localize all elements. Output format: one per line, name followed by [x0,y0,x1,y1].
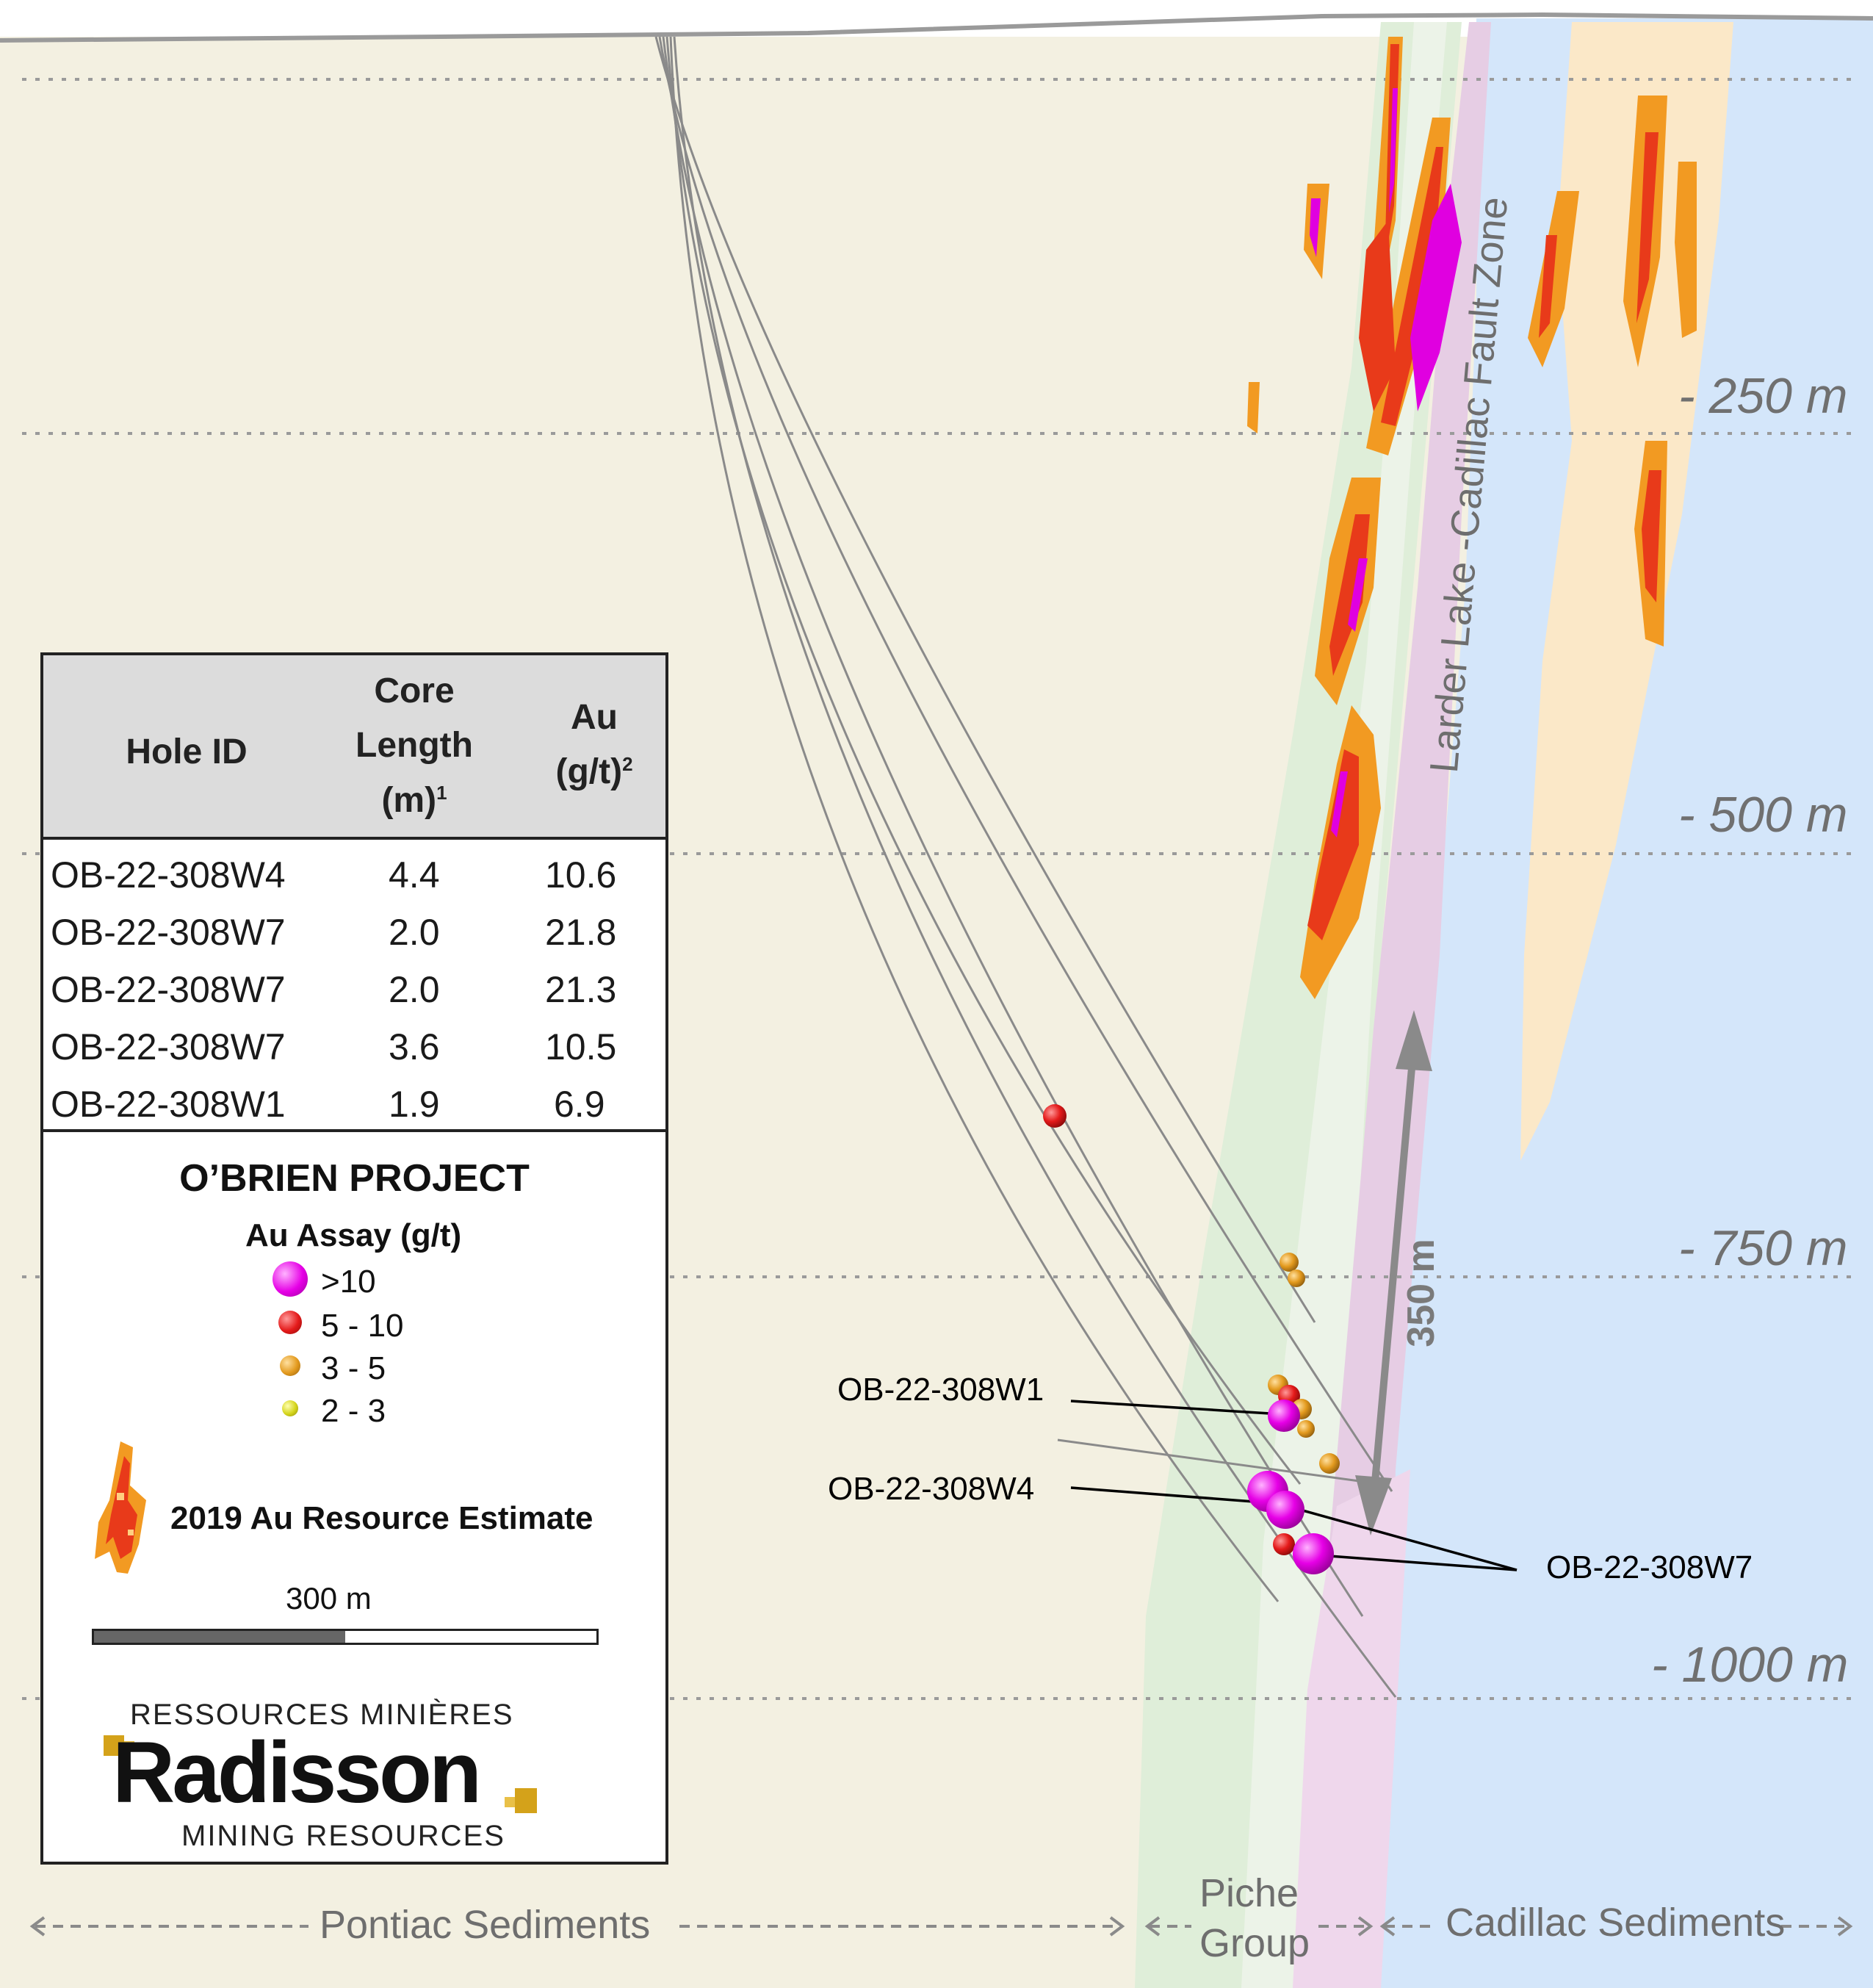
cell-hole-id: OB-22-308W7 [51,969,286,1010]
assay-2-3-label: 2 - 3 [321,1393,386,1429]
cell-au: 21.3 [545,969,617,1010]
cell-core-length: 4.4 [389,854,440,896]
assay-5-10-swatch [278,1311,302,1334]
resource-estimate-blocks [1247,37,1697,999]
distance-label: 350 m [1400,1239,1443,1347]
depth-label-500: - 500 m [1678,787,1848,843]
cell-core-length: 3.6 [389,1026,440,1067]
drill-hole-traces [654,36,1397,1698]
assay-sphere [1266,1491,1304,1529]
zone-label-piche-line2: Group [1199,1921,1310,1965]
top-topography [0,12,1873,43]
assay-sphere [1288,1269,1305,1287]
cell-hole-id: OB-22-308W7 [51,912,286,953]
cell-core-length: 1.9 [389,1084,440,1125]
assay-sphere [1280,1253,1299,1272]
assay-sphere [1268,1400,1300,1432]
depth-label-750: - 750 m [1678,1220,1848,1276]
assay-spheres [1043,1104,1340,1574]
logo-gold-left [104,1735,124,1756]
table-row: OB-22-308W7 3.6 10.5 [43,1020,665,1077]
col-au: Au (g/t)2 [555,698,633,792]
assay-sphere [1319,1453,1340,1474]
col-hole-id: Hole ID [126,732,248,771]
results-table-header: Hole ID Core Length (m)1 Au (g/t)2 [43,655,665,840]
cell-hole-id: OB-22-308W7 [51,1026,286,1067]
logo-line2: MINING RESOURCES [181,1820,505,1852]
logo-mark: Radisson [104,1729,544,1816]
logo-gold-right [515,1788,537,1813]
cell-core-length: 2.0 [389,969,440,1010]
scale-bar-filled-half [94,1631,345,1643]
table-row: OB-22-308W1 1.9 6.9 [43,1077,665,1134]
cell-au: 6.9 [554,1084,605,1125]
project-title: O’BRIEN PROJECT [179,1157,530,1200]
assay-sphere [1297,1420,1315,1438]
assay-sphere [1293,1533,1334,1574]
label-leaders [1070,1400,1517,1571]
hole-label-w7: OB-22-308W7 [1546,1549,1753,1585]
cell-core-length: 2.0 [389,912,440,953]
logo-wordmark: Radisson [112,1724,482,1821]
depth-label-250: - 250 m [1678,368,1848,424]
zone-label-cadillac: Cadillac Sediments [1446,1901,1786,1945]
cell-hole-id: OB-22-308W1 [51,1084,286,1125]
table-row: OB-22-308W4 4.4 10.6 [43,848,665,905]
depth-label-1000: - 1000 m [1651,1637,1849,1693]
cell-au: 10.6 [545,854,617,896]
zone-label-piche-line1: Piche [1199,1871,1299,1915]
table-row: OB-22-308W7 2.0 21.3 [43,962,665,1020]
zone-arrows [29,1916,1853,1937]
table-row: OB-22-308W7 2.0 21.8 [43,905,665,962]
assay-sphere [1273,1533,1295,1555]
assay-gt10-swatch [273,1261,308,1297]
hole-label-w4: OB-22-308W4 [828,1471,1035,1507]
table-divider [43,1129,665,1132]
assay-3-5-label: 3 - 5 [321,1350,386,1386]
scale-bar-label: 300 m [286,1581,372,1616]
zone-label-pontiac: Pontiac Sediments [320,1903,651,1947]
assay-3-5-swatch [280,1355,300,1376]
cell-hole-id: OB-22-308W4 [51,854,286,896]
hole-label-w1: OB-22-308W1 [837,1372,1044,1408]
assay-legend-title: Au Assay (g/t) [245,1217,462,1253]
resource-block-swatch [95,1441,146,1574]
cell-au: 10.5 [545,1026,617,1067]
cadillac-sediments-area [1366,18,1873,1988]
assay-5-10-label: 5 - 10 [321,1308,404,1344]
logo-gold-left-2 [124,1741,134,1751]
resource-estimate-label: 2019 Au Resource Estimate [170,1500,593,1536]
distance-arrow [1355,1010,1432,1535]
scale-bar [92,1629,599,1645]
assay-gt10-label: >10 [321,1264,376,1300]
cell-au: 21.8 [545,912,617,953]
legend-panel: Hole ID Core Length (m)1 Au (g/t)2 OB-22-30… [40,652,668,1865]
assay-2-3-swatch [282,1400,298,1416]
col-core-length: Core Length (m)1 [356,671,473,820]
logo-gold-right-2 [505,1797,515,1807]
assay-sphere [1043,1104,1067,1128]
logo-line1: RESSOURCES MINIÈRES [130,1699,514,1731]
